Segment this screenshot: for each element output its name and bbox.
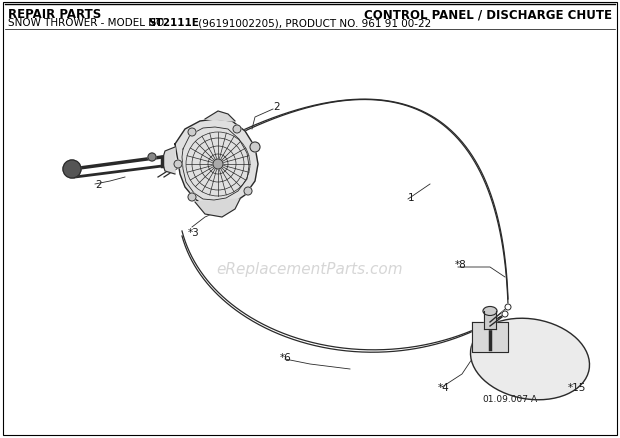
Text: SNOW THROWER - MODEL NO.: SNOW THROWER - MODEL NO. <box>8 18 170 28</box>
Circle shape <box>213 159 223 170</box>
Polygon shape <box>162 148 175 175</box>
Text: *8: *8 <box>455 259 467 269</box>
Polygon shape <box>205 112 235 122</box>
Circle shape <box>188 129 196 137</box>
Ellipse shape <box>471 318 590 400</box>
Text: *6: *6 <box>280 352 292 362</box>
Text: *15: *15 <box>568 382 587 392</box>
Polygon shape <box>175 120 258 208</box>
Text: ST2111E: ST2111E <box>148 18 199 28</box>
FancyBboxPatch shape <box>484 311 496 329</box>
Text: *4: *4 <box>438 382 450 392</box>
Circle shape <box>63 161 81 179</box>
Text: CONTROL PANEL / DISCHARGE CHUTE: CONTROL PANEL / DISCHARGE CHUTE <box>364 8 612 21</box>
Circle shape <box>244 187 252 195</box>
Text: eReplacementParts.com: eReplacementParts.com <box>216 262 404 277</box>
Circle shape <box>174 161 182 169</box>
Polygon shape <box>472 322 508 352</box>
Circle shape <box>148 154 156 162</box>
Text: REPAIR PARTS: REPAIR PARTS <box>8 8 101 21</box>
Text: (96191002205), PRODUCT NO. 961 91 00-22: (96191002205), PRODUCT NO. 961 91 00-22 <box>195 18 432 28</box>
Circle shape <box>502 311 508 317</box>
Circle shape <box>505 304 511 310</box>
Circle shape <box>233 126 241 134</box>
Circle shape <box>250 143 260 153</box>
Text: 2: 2 <box>95 180 102 190</box>
Text: 01.09.007-A: 01.09.007-A <box>482 395 538 403</box>
Text: 2: 2 <box>273 102 280 112</box>
Text: 1: 1 <box>408 193 415 202</box>
Circle shape <box>188 194 196 201</box>
Ellipse shape <box>483 307 497 316</box>
Polygon shape <box>195 200 240 218</box>
Text: *3: *3 <box>188 227 200 237</box>
